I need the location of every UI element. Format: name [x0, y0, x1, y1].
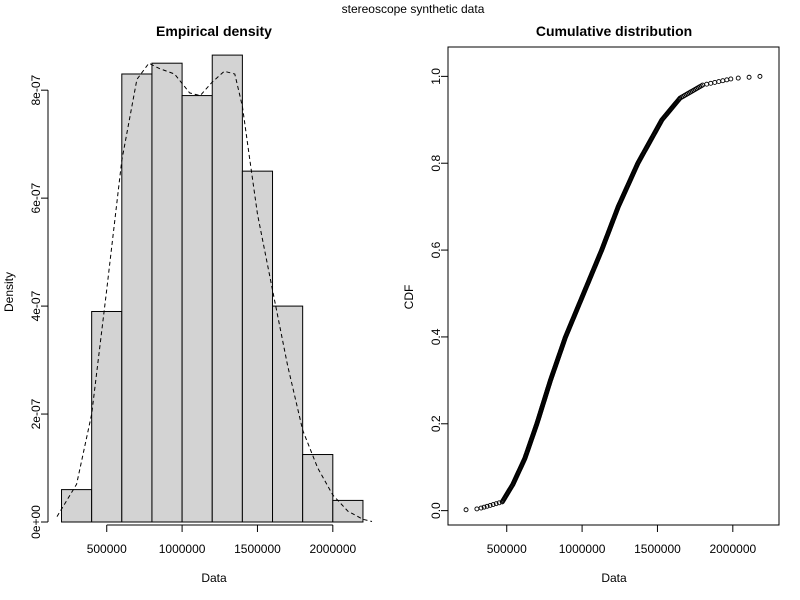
cdf-point: [487, 502, 493, 508]
cdf-y-tick-label: 0.8: [429, 155, 443, 172]
density-x-tick-label: 2000000: [309, 542, 356, 556]
cdf-x-tick-label: 1000000: [559, 542, 606, 556]
cdf-point: [724, 77, 730, 83]
cdf-x-tick-label: 500000: [487, 542, 527, 556]
cdf-panel: Cumulative distribution Data CDF 500000 1…: [402, 23, 780, 585]
cdf-point: [712, 79, 718, 85]
histogram-bar: [61, 489, 93, 523]
cdf-point: [704, 81, 710, 87]
cdf-point: [484, 503, 490, 509]
density-ylabel: Density: [2, 272, 16, 312]
cdf-xlabel: Data: [601, 571, 627, 585]
cdf-y-tick-label: 0.4: [429, 328, 443, 345]
histogram-bar: [121, 73, 153, 523]
cdf-marks: 500000 1000000 1500000 2000000 0.0 0.2 0.4 0.6 0…: [429, 46, 780, 556]
cdf-ylabel: CDF: [402, 285, 416, 310]
cdf-title: Cumulative distribution: [536, 23, 692, 39]
cdf-plot-box: [447, 46, 780, 526]
cdf-point: [490, 502, 496, 507]
density-title: Empirical density: [156, 23, 272, 39]
density-y-tick-label: 8e-07: [29, 75, 43, 106]
cdf-x-tick-label: 2000000: [709, 542, 756, 556]
density-y-tick-label: 0e+00: [29, 505, 43, 539]
density-x-tick-label: 1000000: [159, 542, 206, 556]
density-marks: 500000 1000000 1500000 2000000 0e+00 2e-07 4e-…: [29, 54, 373, 556]
cdf-point: [493, 501, 499, 507]
cdf-point: [463, 507, 469, 513]
cdf-point: [728, 76, 734, 82]
cdf-point: [708, 80, 714, 86]
density-y-tick-label: 6e-07: [29, 182, 43, 213]
cdf-point: [757, 73, 763, 79]
histogram-bar: [302, 454, 334, 523]
cdf-point: [720, 78, 726, 84]
suptitle: stereoscope synthetic data: [342, 2, 485, 16]
histogram-bar: [241, 170, 274, 523]
cdf-point: [474, 506, 480, 512]
histogram-bar: [211, 54, 243, 523]
cdf-y-tick-label: 0.0: [429, 502, 443, 519]
cdf-point: [735, 75, 741, 81]
cdf-y-tick-label: 0.6: [429, 241, 443, 258]
cdf-point: [716, 79, 722, 85]
density-y-tick-label: 4e-07: [29, 290, 43, 321]
cdf-y-tick-label: 1.0: [429, 68, 443, 85]
density-curve: [56, 62, 373, 522]
histogram-bar: [91, 310, 123, 523]
density-x-tick-label: 1500000: [234, 542, 281, 556]
cdf-point: [478, 505, 484, 511]
density-x-tick-label: 500000: [87, 542, 127, 556]
cdf-point: [481, 504, 487, 510]
density-y-tick-label: 2e-07: [29, 398, 43, 429]
histogram-bar: [151, 62, 183, 523]
density-xlabel: Data: [201, 571, 227, 585]
cdf-y-tick-label: 0.2: [429, 415, 443, 432]
histogram-bar: [181, 95, 213, 523]
density-panel: Empirical density Data Density 500000 100…: [2, 23, 373, 585]
cdf-point: [746, 74, 752, 80]
cdf-x-tick-label: 1500000: [634, 542, 681, 556]
histogram-bar: [272, 305, 304, 523]
